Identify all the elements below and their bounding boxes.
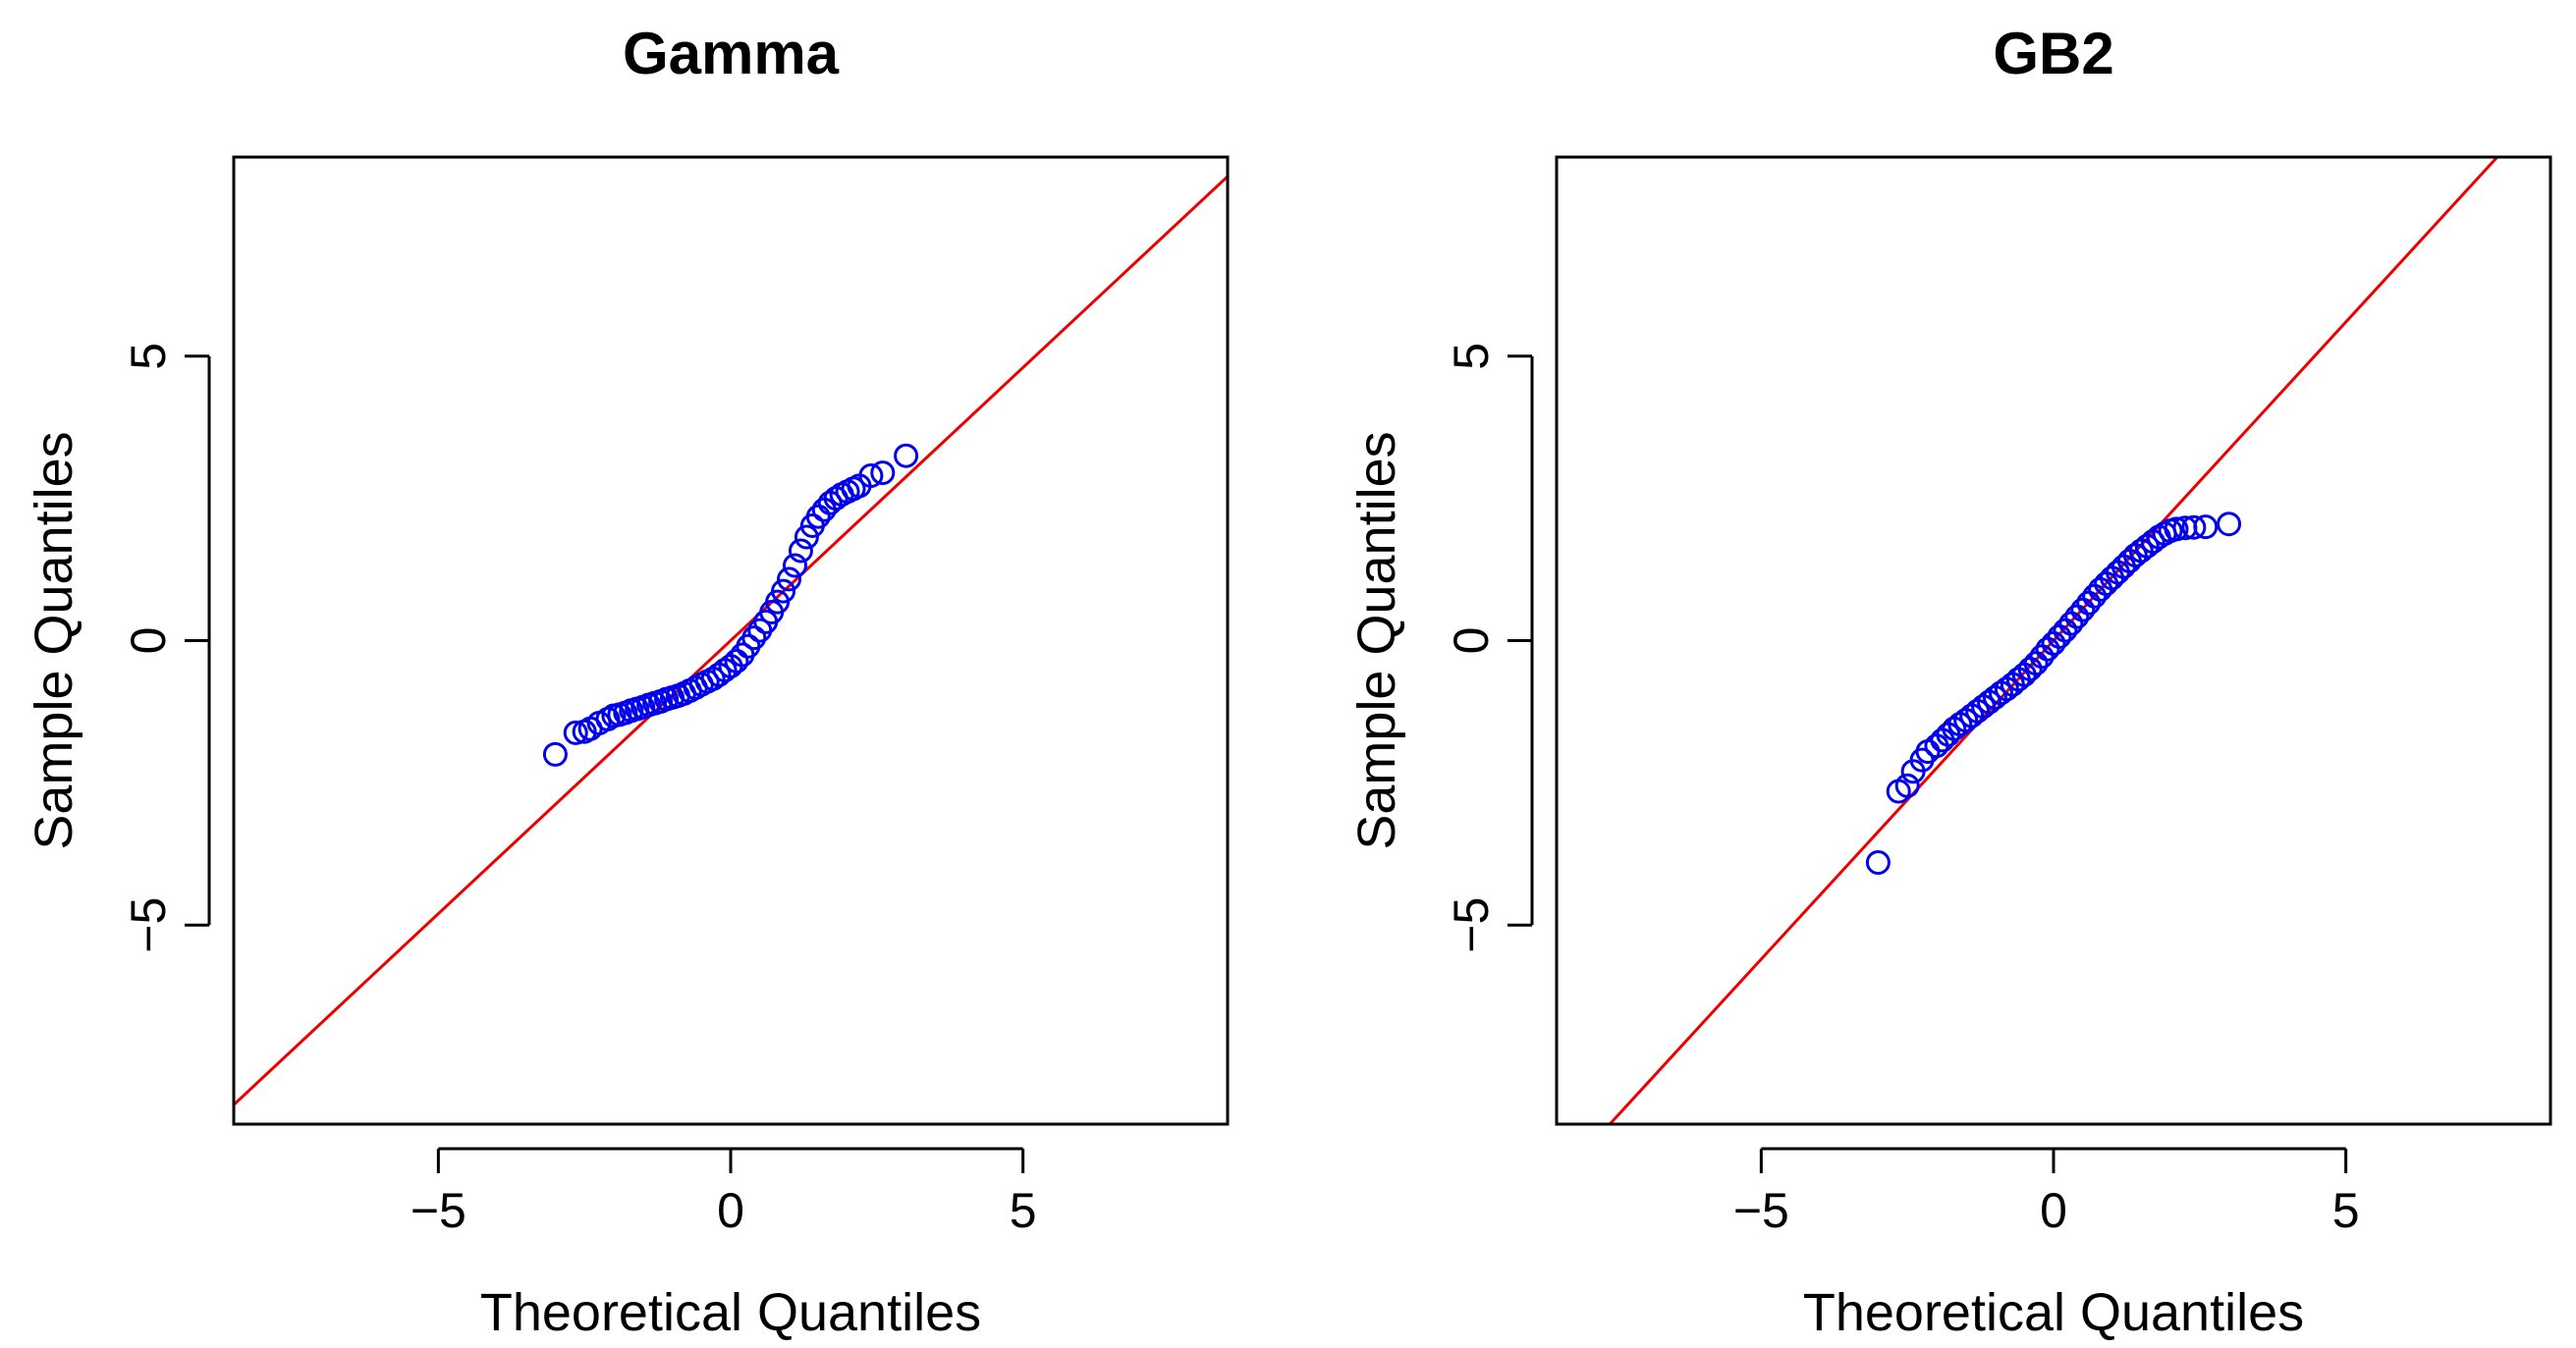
- qq-point: [2053, 618, 2078, 643]
- qq-point: [771, 578, 796, 604]
- y-axis-label: Sample Quantiles: [25, 431, 83, 849]
- reference-line: [234, 175, 1228, 1106]
- y-tick-label: −5: [121, 897, 176, 953]
- y-tick-label: 0: [1444, 627, 1499, 655]
- qq-point: [542, 741, 568, 767]
- qq-point: [563, 720, 588, 745]
- qq-point: [1894, 773, 1920, 798]
- x-axis: −5 0 5: [1733, 1147, 2360, 1238]
- qq-point: [2041, 630, 2066, 656]
- qq-point: [894, 443, 919, 468]
- qq-points: [542, 443, 919, 767]
- qq-point: [2047, 623, 2072, 649]
- qq-point: [782, 553, 807, 578]
- y-axis: −5 0 5: [121, 343, 211, 953]
- x-axis-label: Theoretical Quantiles: [1803, 1283, 2304, 1342]
- y-tick-label: 5: [121, 343, 176, 370]
- qq-point: [777, 566, 802, 592]
- y-tick-label: 0: [121, 627, 176, 655]
- qq-point: [2217, 512, 2242, 537]
- x-tick-label: −5: [1733, 1183, 1789, 1238]
- qq-points: [1865, 512, 2242, 875]
- x-tick-label: 0: [2040, 1183, 2067, 1238]
- y-axis-label: Sample Quantiles: [1347, 431, 1406, 849]
- qq-point: [2164, 516, 2189, 542]
- qq-point: [858, 462, 884, 488]
- y-axis: −5 0 5: [1444, 343, 1534, 953]
- x-tick-label: 5: [2332, 1183, 2360, 1238]
- qq-point: [794, 524, 819, 550]
- plot-frame: [232, 155, 1230, 1126]
- plot-frame: [1555, 155, 2552, 1126]
- panel-gb2: −5 0 5 −5 0 5 GB2 Theoretical Quantiles Sample Q…: [1347, 21, 2552, 1342]
- qq-point: [741, 625, 767, 651]
- qq-point: [870, 460, 896, 486]
- qq-point: [724, 648, 749, 674]
- chart-title: GB2: [1993, 21, 2113, 86]
- x-axis: −5 0 5: [411, 1147, 1037, 1238]
- x-axis-label: Theoretical Quantiles: [480, 1283, 981, 1342]
- qq-point: [788, 538, 813, 564]
- chart-title: Gamma: [623, 21, 840, 86]
- y-tick-label: 5: [1444, 343, 1499, 370]
- y-tick-label: −5: [1444, 897, 1499, 953]
- qq-point: [2193, 514, 2219, 540]
- x-tick-label: 0: [717, 1183, 744, 1238]
- qq-point: [2181, 514, 2207, 540]
- panel-gamma: −5 0 5 −5 0 5 Gamma Theoretical Quantiles Sample…: [25, 21, 1230, 1342]
- x-tick-label: −5: [411, 1183, 466, 1238]
- x-tick-label: 5: [1010, 1183, 1037, 1238]
- qq-point: [1865, 849, 1891, 875]
